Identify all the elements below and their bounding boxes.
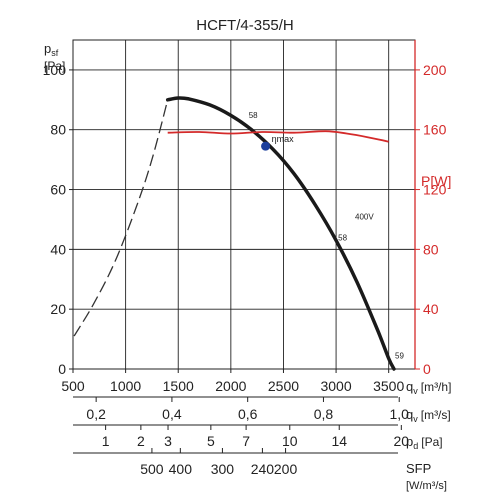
unstable-region-line <box>73 99 169 337</box>
y-tick-label: 20 <box>50 301 66 317</box>
power-axis-label: P[W] <box>421 173 451 189</box>
secondary-tick-label: 5 <box>207 433 215 449</box>
secondary-tick-label: 400 <box>169 461 193 477</box>
curve-annotation: 58 <box>338 233 347 242</box>
secondary-tick-label: 1,0 <box>389 406 409 422</box>
secondary-scale-label-sub: d <box>413 441 418 451</box>
x-tick-label: 1500 <box>163 378 194 394</box>
x-tick-label: 2000 <box>215 378 246 394</box>
y-tick-label: 80 <box>50 122 66 138</box>
x-axis-label: qv [m³/h] <box>406 379 451 396</box>
power-tick-label: 120 <box>423 182 447 198</box>
secondary-tick-label: 200 <box>274 461 298 477</box>
secondary-tick-label: 300 <box>211 461 235 477</box>
x-tick-label: 3000 <box>320 378 351 394</box>
x-tick-label: 1000 <box>110 378 141 394</box>
x-axis-label-sub: v <box>413 386 418 396</box>
secondary-tick-label: 240 <box>251 461 275 477</box>
y-axis-label: psf <box>44 41 59 58</box>
x-tick-label: 500 <box>61 378 85 394</box>
power-tick-label: 40 <box>423 301 439 317</box>
y-tick-label: 40 <box>50 241 66 257</box>
secondary-scale-label: pd [Pa] <box>406 434 443 451</box>
secondary-scale-label: qv [m³/s] <box>406 407 451 424</box>
secondary-tick-label: 0,4 <box>162 406 182 422</box>
secondary-tick-label: 3 <box>164 433 172 449</box>
secondary-scale-unit: [m³/s] <box>421 408 451 422</box>
power-curve-line <box>167 130 389 143</box>
grid <box>72 39 416 370</box>
series-layer <box>73 96 396 371</box>
y-axis-unit: [Pa] <box>44 59 65 73</box>
power-tick-label: 200 <box>423 62 447 78</box>
secondary-tick-label: 10 <box>282 433 298 449</box>
secondary-tick-label: 0,2 <box>86 406 106 422</box>
secondary-tick-label: 7 <box>242 433 250 449</box>
y-tick-label: 60 <box>50 182 66 198</box>
curve-annotation: 59 <box>395 352 404 361</box>
secondary-tick-label: 500 <box>140 461 164 477</box>
eta-max-label: ηmax <box>272 134 295 144</box>
secondary-tick-label: 1 <box>102 433 110 449</box>
secondary-tick-label: 2 <box>137 433 145 449</box>
y-tick-label: 0 <box>58 361 66 377</box>
power-tick-label: 160 <box>423 122 447 138</box>
secondary-tick-label: 0,6 <box>238 406 258 422</box>
fan-curve-line <box>165 96 396 371</box>
secondary-scale-unit: [W/m³/s] <box>406 480 447 492</box>
secondary-scale-label-sub: v <box>413 414 418 424</box>
power-tick-label: 80 <box>423 241 439 257</box>
eta-max-marker <box>261 141 271 151</box>
labels: 020406080100psf[Pa]04080120160200P[W]500… <box>43 41 452 492</box>
secondary-tick-label: 14 <box>331 433 347 449</box>
x-tick-label: 3500 <box>373 378 404 394</box>
secondary-scale-unit: [Pa] <box>421 435 442 449</box>
axes <box>69 40 420 454</box>
chart-title: HCFT/4-355/H <box>196 17 294 34</box>
x-tick-label: 2500 <box>268 378 299 394</box>
y-axis-label-sub: sf <box>51 48 59 58</box>
curve-annotation: 400V <box>355 212 374 221</box>
y-tick-label: 100 <box>43 62 67 78</box>
plot-frame <box>72 39 416 370</box>
curve-annotation: 58 <box>249 111 258 120</box>
power-tick-label: 0 <box>423 361 431 377</box>
x-axis-unit: [m³/h] <box>421 380 452 394</box>
secondary-scale-label: SFP <box>406 461 431 476</box>
secondary-tick-label: 0,8 <box>314 406 334 422</box>
secondary-tick-label: 20 <box>394 433 410 449</box>
